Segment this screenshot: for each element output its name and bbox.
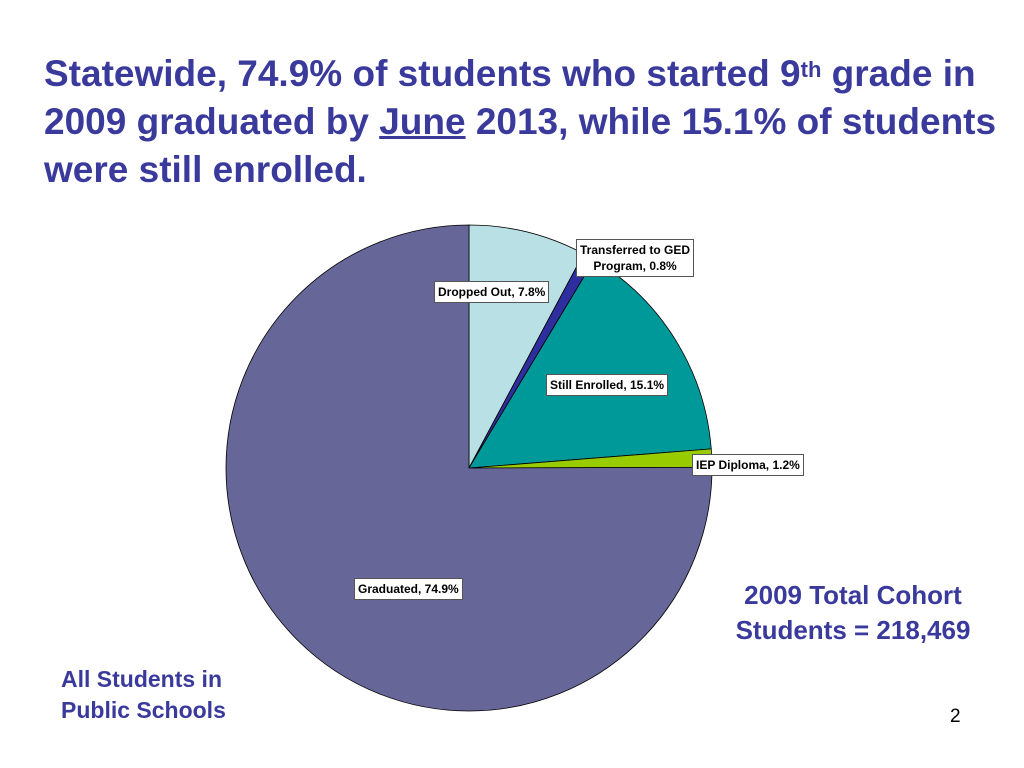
slide-title: Statewide, 74.9% of students who started… <box>44 50 1014 194</box>
callout-still-enrolled: Still Enrolled, 15.1% <box>546 374 669 396</box>
pie-slice-graduated <box>225 224 713 712</box>
group-label-line1: All Students in <box>61 666 222 692</box>
title-part1: Statewide, 74.9% of students who started… <box>44 53 801 94</box>
title-superscript: th <box>800 57 822 82</box>
title-underlined-word: June <box>379 101 466 142</box>
callout-iep-diploma: IEP Diploma, 1.2% <box>692 454 804 476</box>
group-label-line2: Public Schools <box>61 697 226 723</box>
title-part3: 2013, while 15.1% of students were still… <box>44 101 997 190</box>
callout-dropped-out: Dropped Out, 7.8% <box>434 281 550 303</box>
student-group-label: All Students in Public Schools <box>61 664 226 726</box>
callout-graduated: Graduated, 74.9% <box>354 578 463 600</box>
page-number: 2 <box>950 706 961 727</box>
cohort-total: 2009 Total Cohort Students = 218,469 <box>718 578 988 648</box>
callout-transferred-ged-line1: Transferred to GED <box>580 243 691 257</box>
cohort-line1: 2009 Total Cohort <box>744 580 962 610</box>
cohort-line2: Students = 218,469 <box>735 615 971 645</box>
title-part2: grade in 2009 graduated by <box>44 53 976 142</box>
callout-transferred-ged: Transferred to GED Program, 0.8% <box>576 239 695 277</box>
callout-transferred-ged-line2: Program, 0.8% <box>593 259 677 273</box>
